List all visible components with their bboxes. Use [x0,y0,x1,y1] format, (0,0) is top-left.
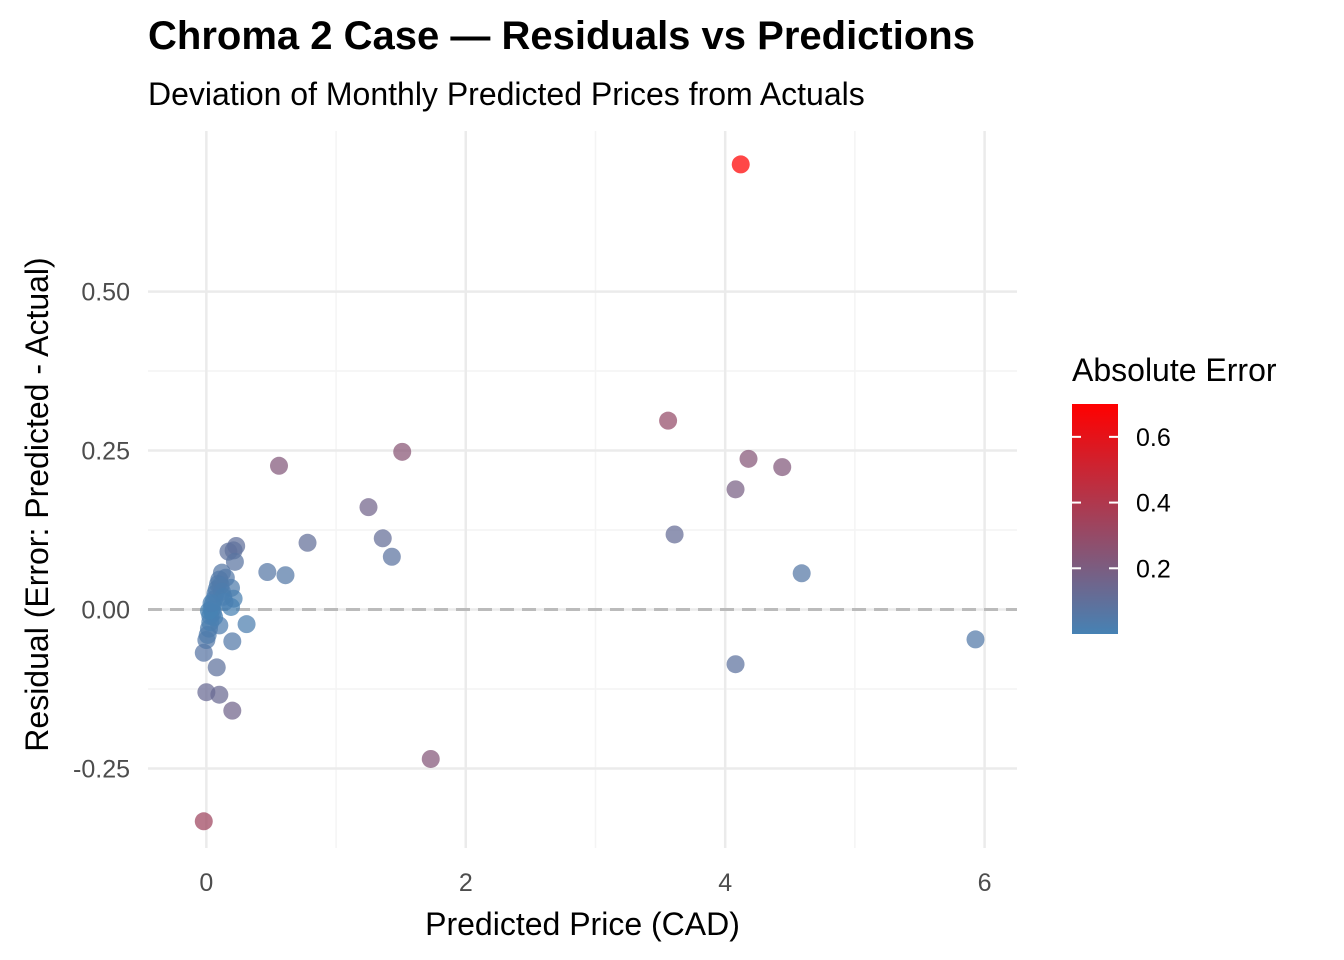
data-point [237,615,256,634]
data-point [739,449,758,468]
data-point [773,458,792,477]
data-point [726,480,745,499]
data-point [393,442,412,461]
x-axis-ticks: 0 2 4 6 [199,869,991,897]
data-point [373,529,392,548]
data-point [359,498,378,517]
data-point [298,533,317,552]
legend-ticks: 0.2 0.4 0.6 [1072,424,1171,583]
data-point [269,456,288,475]
data-point [276,566,295,585]
y-tick-label: 0.50 [81,279,130,307]
y-tick-label: -0.25 [73,756,130,784]
data-point [726,655,745,674]
data-point [207,658,226,677]
data-point [665,525,684,544]
data-point [225,552,244,571]
y-axis-ticks: -0.25 0.00 0.25 0.50 [73,279,130,784]
chart-title: Chroma 2 Case — Residuals vs Predictions [148,14,975,58]
data-point [223,632,242,651]
x-tick-label: 2 [459,869,473,897]
legend-tick-label: 0.6 [1136,424,1171,452]
data-point [215,592,234,611]
data-point [792,564,811,583]
data-points [194,155,985,831]
x-tick-label: 4 [718,869,732,897]
chart-subtitle: Deviation of Monthly Predicted Prices fr… [148,76,865,112]
grid-lines [148,131,1017,848]
color-legend: Absolute Error 0.2 0.4 0.6 [1072,352,1277,634]
legend-title: Absolute Error [1072,352,1277,388]
x-axis-label: Predicted Price (CAD) [425,906,740,942]
legend-color-bar [1072,404,1118,634]
legend-tick-label: 0.2 [1136,555,1171,583]
data-point [659,411,678,430]
y-tick-label: 0.00 [81,597,130,625]
data-point [202,594,221,613]
data-point [421,749,440,768]
data-point [194,812,213,831]
data-point [731,155,750,174]
data-point [966,630,985,649]
legend-tick-label: 0.4 [1136,490,1171,518]
data-point [382,547,401,566]
x-tick-label: 0 [199,869,213,897]
data-point [223,701,242,720]
y-tick-label: 0.25 [81,438,130,466]
data-point [197,683,216,702]
y-axis-label: Residual (Error: Predicted - Actual) [19,257,55,751]
data-point [258,563,277,582]
x-tick-label: 6 [978,869,992,897]
